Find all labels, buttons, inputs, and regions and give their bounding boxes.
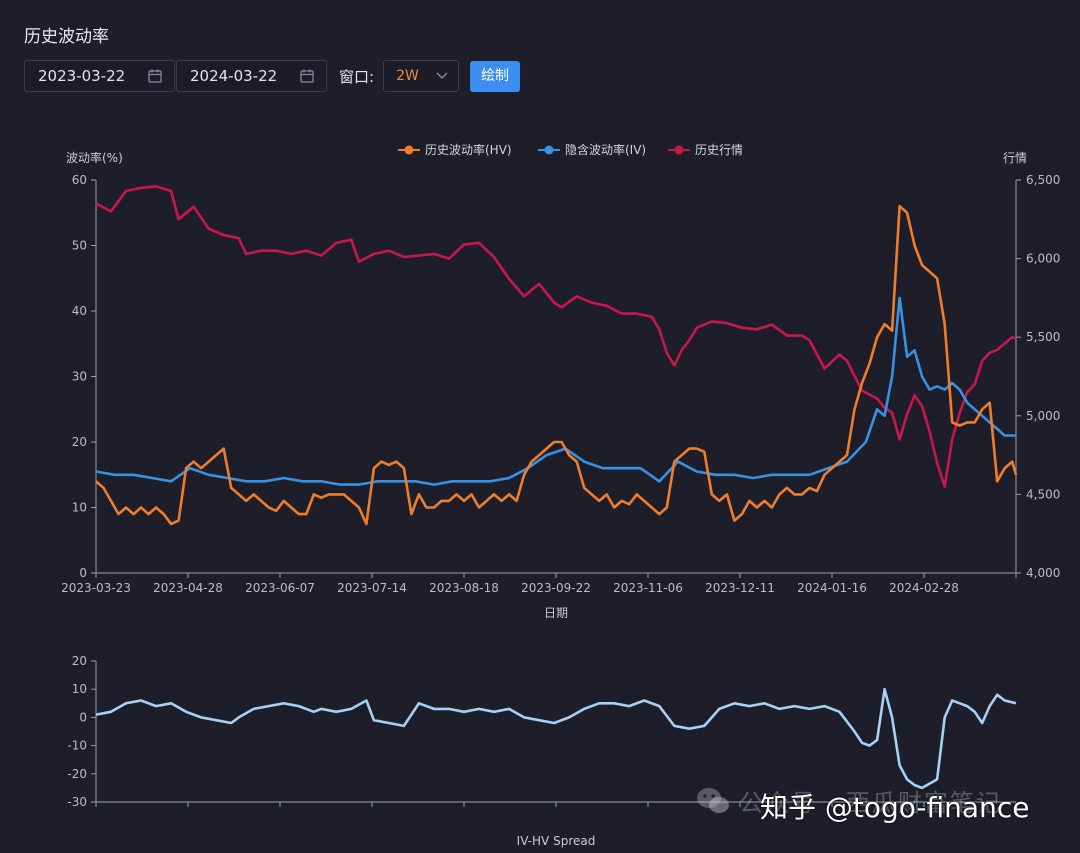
- x-tick-label: 2023-11-06: [613, 581, 683, 595]
- y-tick-label-right: 6,500: [1026, 173, 1060, 187]
- volatility-chart: 0 10 20 30 40 50 60 4,000 4,500 5,000 5,500 6,000 6,…: [61, 142, 1060, 620]
- spread-chart: -30 -20 -10 0 10 20 IV-HV Spread: [67, 654, 1017, 848]
- y-tick-label-right: 5,500: [1026, 330, 1060, 344]
- spread-y-tick-label: -20: [67, 767, 87, 781]
- calendar-icon: [148, 69, 162, 83]
- legend-label: 历史波动率(HV): [425, 142, 512, 157]
- series-line-iv: [95, 296, 1016, 486]
- watermark-text: 知乎 @togo-finance: [760, 791, 1030, 824]
- y-tick-label-left: 0: [79, 566, 87, 580]
- legend-label: 历史行情: [695, 143, 743, 157]
- chevron-down-icon: [436, 72, 448, 79]
- y-tick-label-left: 10: [72, 501, 87, 515]
- series-line-price: [95, 185, 1017, 488]
- y-axis-title-left: 波动率(%): [66, 150, 123, 165]
- y-tick-label-left: 40: [72, 304, 87, 318]
- y-tick-label-right: 4,500: [1026, 487, 1060, 501]
- window-select-value: 2W: [396, 68, 419, 84]
- y-tick-label-left: 60: [72, 173, 87, 187]
- x-tick-label: 2023-12-11: [705, 581, 775, 595]
- x-tick-label: 2023-03-23: [61, 581, 131, 595]
- window-label: 窗口:: [339, 67, 375, 86]
- x-tick-label: 2023-09-22: [521, 581, 591, 595]
- legend-label: 隐含波动率(IV): [565, 142, 646, 157]
- legend-item: 历史波动率(HV): [398, 142, 512, 157]
- y-tick-label-right: 6,000: [1026, 252, 1060, 266]
- spread-y-tick-label: -30: [67, 795, 87, 809]
- x-tick-label: 2023-08-18: [429, 581, 499, 595]
- spread-y-tick-label: 0: [79, 710, 87, 724]
- end-date-picker[interactable]: 2024-03-22: [176, 60, 327, 92]
- legend-marker: [544, 145, 554, 155]
- start-date-value: 2023-03-22: [38, 67, 126, 85]
- calendar-icon: [300, 69, 314, 83]
- y-axis-title-right: 行情: [1003, 151, 1027, 165]
- y-tick-label-left: 20: [72, 435, 87, 449]
- watermark: 公众号 · 西瓜财富笔记: [695, 783, 1002, 818]
- x-axis-title: 日期: [544, 606, 568, 620]
- start-date-picker[interactable]: 2023-03-22: [24, 60, 175, 92]
- x-tick-label: 2023-06-07: [245, 581, 315, 595]
- x-tick-label: 2024-01-16: [797, 581, 867, 595]
- draw-button[interactable]: 绘制: [470, 60, 521, 92]
- legend-item: 历史行情: [668, 143, 743, 157]
- window-select[interactable]: 2W: [383, 60, 460, 92]
- legend-marker: [404, 145, 414, 155]
- y-tick-label-right: 4,000: [1026, 566, 1060, 580]
- x-tick-label: 2023-04-28: [153, 581, 223, 595]
- y-tick-label-right: 5,000: [1026, 409, 1060, 423]
- x-tick-label: 2024-02-28: [889, 581, 959, 595]
- toolbar: 2023-03-22 2024-03-22 窗口: 2W 绘制: [24, 59, 521, 93]
- wechat-icon: [697, 787, 729, 813]
- x-tick-label: 2023-07-14: [337, 581, 407, 595]
- spread-line: [95, 687, 1017, 790]
- y-tick-label-left: 50: [72, 239, 87, 253]
- end-date-value: 2024-03-22: [190, 67, 278, 85]
- spread-y-tick-label: 10: [72, 682, 87, 696]
- page-title: 历史波动率: [24, 27, 109, 47]
- legend-marker: [674, 145, 684, 155]
- spread-axis-title: IV-HV Spread: [517, 834, 596, 848]
- legend-item: 隐含波动率(IV): [538, 142, 646, 157]
- watermark-faint-text: 公众号 · 西瓜财富笔记: [739, 789, 1002, 817]
- spread-y-tick-label: 20: [72, 654, 87, 668]
- y-tick-label-left: 30: [72, 370, 87, 384]
- spread-y-tick-label: -10: [67, 739, 87, 753]
- series-line-hv: [95, 204, 1018, 526]
